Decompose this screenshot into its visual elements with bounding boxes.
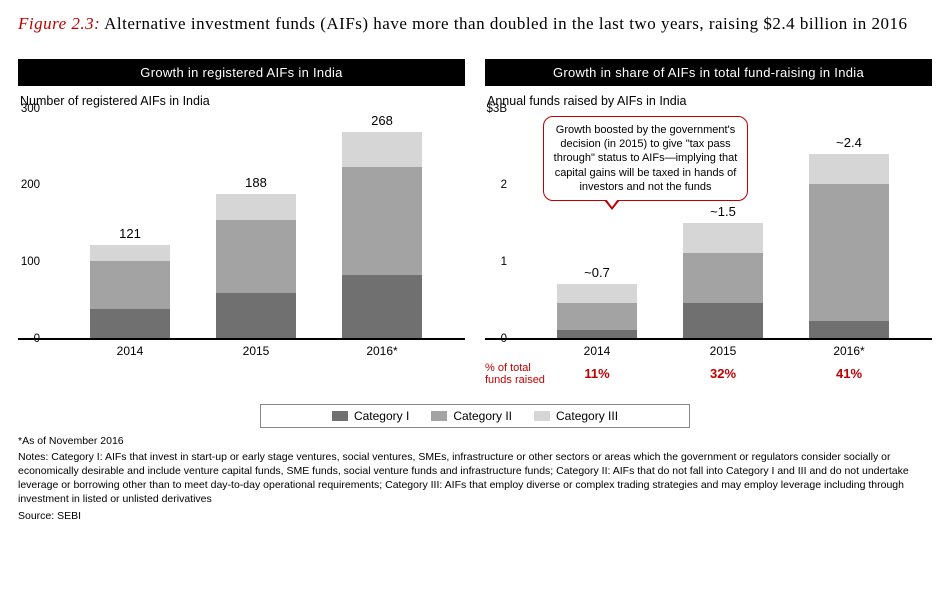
pct-value: 11%: [557, 366, 637, 381]
bar-total-label: 188: [216, 175, 296, 190]
y-tick-label: 200: [12, 179, 40, 191]
pct-value: 41%: [809, 366, 889, 381]
bar-segment: [809, 321, 889, 338]
callout-text: Growth boosted by the government's decis…: [554, 124, 738, 193]
bar-segment: [683, 223, 763, 254]
legend-item-cat3: Category III: [534, 409, 618, 423]
left-chart-subtitle: Number of registered AIFs in India: [20, 94, 465, 108]
left-chart-title: Growth in registered AIFs in India: [18, 59, 465, 86]
footnote-asof: *As of November 2016: [18, 434, 932, 448]
right-chart-plot: Growth boosted by the government's decis…: [485, 110, 932, 340]
callout-box: Growth boosted by the government's decis…: [543, 116, 748, 201]
bar-segment: [342, 275, 422, 338]
bar-segment: [683, 253, 763, 303]
y-tick-label: 100: [12, 256, 40, 268]
left-chart: Growth in registered AIFs in India Numbe…: [18, 59, 465, 390]
pct-value: 32%: [683, 366, 763, 381]
bar-segment: [216, 194, 296, 221]
y-tick-label: 300: [12, 103, 40, 115]
left-chart-xaxis: 2014 2015 2016*: [18, 340, 465, 360]
bar-segment: [557, 330, 637, 338]
right-chart-subtitle: Annual funds raised by AIFs in India: [487, 94, 932, 108]
right-chart: Growth in share of AIFs in total fund-ra…: [485, 59, 932, 390]
legend-swatch-icon: [534, 411, 550, 421]
left-chart-plot: 0100200300121188268: [18, 110, 465, 340]
x-tick-label: 2016*: [342, 344, 422, 358]
right-chart-xaxis: 2014 2015 2016*: [485, 340, 932, 360]
right-chart-title: Growth in share of AIFs in total fund-ra…: [485, 59, 932, 86]
legend: Category I Category II Category III: [260, 404, 690, 428]
x-tick-label: 2014: [557, 344, 637, 358]
bar-segment: [342, 132, 422, 167]
bar-total-label: ~1.5: [683, 204, 763, 219]
y-tick-label: $3B: [479, 103, 507, 115]
bar-segment: [90, 245, 170, 261]
legend-label: Category III: [556, 409, 618, 423]
callout-tail-inner-icon: [606, 199, 618, 207]
bar-segment: [90, 309, 170, 338]
x-tick-label: 2016*: [809, 344, 889, 358]
x-tick-label: 2014: [90, 344, 170, 358]
bar-segment: [342, 167, 422, 274]
figure-heading: Figure 2.3: Alternative investment funds…: [18, 12, 932, 37]
y-tick-label: 2: [479, 179, 507, 191]
y-tick-label: 1: [479, 256, 507, 268]
bar-segment: [557, 303, 637, 330]
footnote-source: Source: SEBI: [18, 509, 932, 523]
legend-item-cat1: Category I: [332, 409, 409, 423]
pct-of-total-label: % of total funds raised: [485, 362, 555, 387]
x-tick-label: 2015: [216, 344, 296, 358]
legend-swatch-icon: [332, 411, 348, 421]
bar-segment: [216, 220, 296, 293]
legend-item-cat2: Category II: [431, 409, 512, 423]
figure-title: Alternative investment funds (AIFs) have…: [104, 14, 907, 33]
x-tick-label: 2015: [683, 344, 763, 358]
right-chart-pct-row: % of total funds raised 11% 32% 41%: [485, 362, 932, 390]
bar-total-label: 121: [90, 226, 170, 241]
legend-label: Category II: [453, 409, 512, 423]
bar-segment: [557, 284, 637, 303]
figure-label: Figure 2.3:: [18, 14, 100, 33]
legend-swatch-icon: [431, 411, 447, 421]
bar-total-label: 268: [342, 113, 422, 128]
bar-total-label: ~2.4: [809, 135, 889, 150]
bar-total-label: ~0.7: [557, 265, 637, 280]
footnote-notes: Notes: Category I: AIFs that invest in s…: [18, 450, 932, 507]
bar-segment: [216, 293, 296, 337]
bar-segment: [809, 184, 889, 320]
legend-label: Category I: [354, 409, 409, 423]
bar-segment: [809, 154, 889, 185]
bar-segment: [90, 261, 170, 309]
bar-segment: [683, 303, 763, 338]
